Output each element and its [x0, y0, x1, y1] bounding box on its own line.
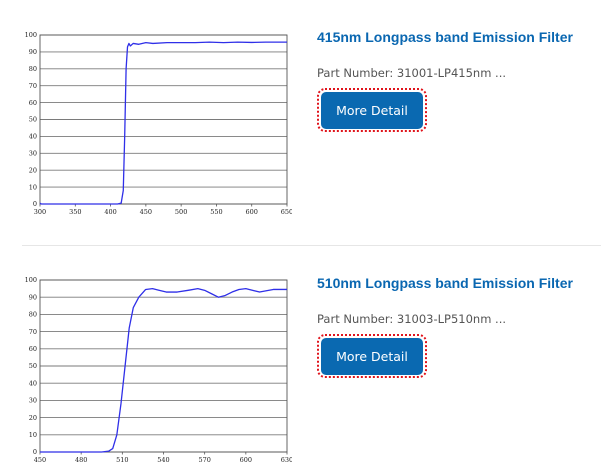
more-detail-button-2[interactable]: More Detail — [321, 337, 423, 375]
more-detail-focus-ring-2: More Detail — [317, 334, 427, 378]
y-tick-label: 20 — [29, 166, 37, 174]
y-tick-label: 0 — [33, 200, 37, 208]
x-tick-label: 570 — [198, 456, 210, 464]
x-tick-label: 400 — [104, 208, 116, 216]
x-tick-label: 500 — [175, 208, 187, 216]
y-tick-label: 0 — [33, 448, 37, 456]
y-tick-label: 90 — [29, 293, 37, 301]
divider — [22, 245, 601, 246]
x-tick-label: 510 — [116, 456, 128, 464]
x-tick-label: 600 — [246, 208, 258, 216]
y-tick-label: 30 — [29, 397, 37, 405]
product-info-2: 510nm Longpass band Emission Filter Part… — [317, 275, 573, 378]
x-tick-label: 300 — [34, 208, 46, 216]
x-tick-label: 450 — [140, 208, 152, 216]
y-tick-label: 90 — [29, 48, 37, 56]
y-tick-label: 100 — [25, 31, 37, 39]
y-tick-label: 80 — [29, 65, 37, 73]
product-image-2[interactable]: 0 10 20 30 40 50 60 70 80 90 100 450 480 510 540 570 600… — [22, 271, 292, 466]
x-tick-label: 550 — [210, 208, 222, 216]
product-info-1: 415nm Longpass band Emission Filter Part… — [317, 29, 573, 132]
transmission-chart-1: 0 10 20 30 40 50 60 70 80 90 100 300 350 400 450 500 550… — [25, 31, 292, 216]
x-tick-label: 450 — [34, 456, 46, 464]
part-number-2: Part Number: 31003-LP510nm ... — [317, 312, 507, 326]
y-tick-label: 10 — [29, 183, 37, 191]
x-tick-label: 540 — [157, 456, 169, 464]
product-image-1[interactable]: 0 10 20 30 40 50 60 70 80 90 100 300 350 400 450 500 550… — [22, 26, 292, 218]
y-tick-label: 50 — [29, 362, 37, 370]
y-tick-label: 50 — [29, 116, 37, 124]
transmission-curve — [39, 41, 287, 205]
y-tick-label: 30 — [29, 150, 37, 158]
y-tick-label: 100 — [25, 276, 37, 284]
y-tick-label: 70 — [29, 328, 37, 336]
part-number-1: Part Number: 31001-LP415nm ... — [317, 66, 507, 80]
transmission-chart-2: 0 10 20 30 40 50 60 70 80 90 100 450 480 510 540 570 600… — [25, 276, 292, 464]
y-tick-label: 10 — [29, 431, 37, 439]
y-tick-label: 40 — [29, 133, 37, 141]
x-tick-label: 650 — [281, 208, 292, 216]
x-tick-label: 350 — [69, 208, 81, 216]
transmission-curve — [40, 287, 287, 453]
y-tick-label: 80 — [29, 311, 37, 319]
product-title-2[interactable]: 510nm Longpass band Emission Filter — [317, 275, 573, 291]
y-tick-label: 40 — [29, 379, 37, 387]
y-tick-label: 60 — [29, 345, 37, 353]
x-tick-label: 630 — [281, 456, 292, 464]
x-tick-label: 600 — [240, 456, 252, 464]
more-detail-button-1[interactable]: More Detail — [321, 91, 423, 129]
x-tick-label: 480 — [75, 456, 87, 464]
more-detail-focus-ring-1: More Detail — [317, 88, 427, 132]
product-title-1[interactable]: 415nm Longpass band Emission Filter — [317, 29, 573, 45]
y-tick-label: 70 — [29, 82, 37, 90]
y-tick-label: 20 — [29, 414, 37, 422]
y-tick-label: 60 — [29, 99, 37, 107]
plot-frame — [39, 34, 288, 205]
